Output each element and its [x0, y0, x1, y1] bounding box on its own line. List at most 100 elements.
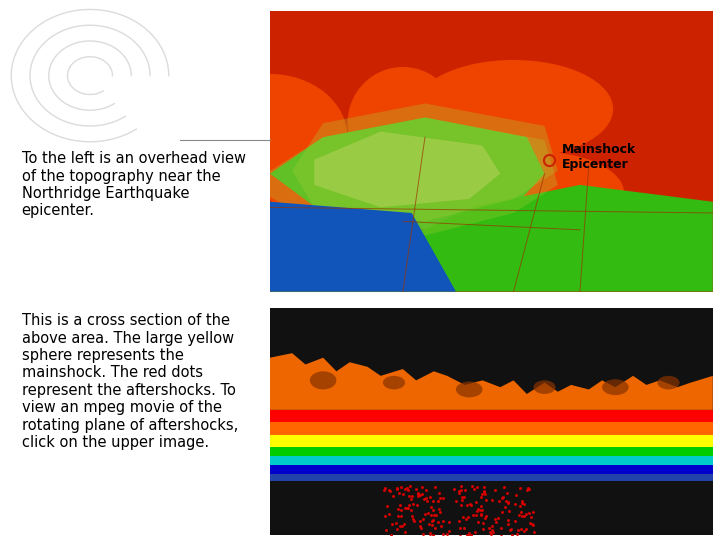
- Point: [523, 509, 534, 517]
- Point: [467, 511, 478, 519]
- Point: [480, 489, 491, 498]
- Point: [475, 492, 487, 501]
- Point: [420, 486, 432, 495]
- Point: [454, 517, 465, 525]
- Point: [408, 515, 419, 523]
- Bar: [270, 465, 713, 475]
- Point: [475, 509, 487, 518]
- Point: [415, 524, 426, 532]
- Bar: [270, 456, 713, 465]
- Point: [399, 504, 410, 513]
- Point: [392, 525, 403, 534]
- Point: [433, 496, 444, 505]
- Point: [415, 522, 426, 530]
- Point: [386, 520, 397, 529]
- Point: [433, 505, 445, 514]
- Bar: [270, 447, 713, 456]
- Point: [405, 495, 417, 503]
- Point: [525, 513, 536, 522]
- Point: [518, 499, 529, 508]
- Point: [492, 514, 503, 523]
- Point: [466, 501, 477, 510]
- Point: [379, 512, 391, 521]
- Point: [464, 529, 475, 537]
- Text: This is a cross section of the
above area. The large yellow
sphere represents th: This is a cross section of the above are…: [22, 313, 238, 450]
- Point: [408, 500, 419, 509]
- Point: [379, 484, 391, 492]
- Point: [380, 526, 392, 535]
- Point: [410, 484, 422, 493]
- Point: [397, 490, 408, 498]
- Point: [406, 511, 418, 520]
- Polygon shape: [314, 132, 500, 207]
- Point: [515, 483, 526, 492]
- Point: [401, 483, 413, 492]
- Point: [479, 514, 490, 522]
- Point: [428, 531, 439, 539]
- Point: [489, 486, 500, 495]
- Point: [485, 528, 496, 536]
- Point: [513, 511, 525, 519]
- Point: [444, 517, 455, 526]
- Point: [521, 532, 533, 540]
- Point: [392, 484, 403, 492]
- Point: [511, 529, 523, 538]
- Point: [485, 530, 497, 538]
- Polygon shape: [270, 353, 713, 410]
- Point: [393, 489, 405, 497]
- Point: [423, 509, 434, 517]
- Point: [477, 519, 489, 528]
- Point: [518, 511, 530, 520]
- Point: [378, 485, 390, 494]
- Point: [423, 519, 434, 528]
- Point: [426, 521, 437, 529]
- Point: [448, 485, 459, 494]
- Point: [457, 512, 469, 521]
- Point: [402, 485, 414, 494]
- Point: [415, 490, 426, 499]
- Point: [469, 528, 480, 536]
- Point: [415, 490, 427, 498]
- Point: [392, 535, 403, 540]
- Point: [422, 536, 433, 540]
- Point: [419, 510, 431, 518]
- Point: [462, 530, 473, 539]
- Point: [402, 503, 413, 512]
- Point: [516, 512, 528, 521]
- Point: [527, 508, 539, 516]
- Point: [518, 526, 530, 535]
- Point: [426, 503, 437, 511]
- Point: [516, 496, 528, 505]
- Point: [431, 533, 443, 540]
- Point: [384, 486, 396, 495]
- Point: [434, 494, 446, 503]
- Point: [383, 485, 395, 494]
- Point: [515, 524, 526, 533]
- Point: [510, 490, 522, 499]
- Point: [458, 523, 469, 532]
- Point: [516, 498, 528, 507]
- Point: [437, 493, 449, 502]
- Point: [476, 489, 487, 498]
- Point: [517, 539, 528, 540]
- Point: [394, 501, 405, 510]
- Polygon shape: [270, 185, 713, 292]
- Point: [427, 538, 438, 540]
- Point: [454, 487, 465, 496]
- Point: [477, 505, 488, 514]
- Polygon shape: [270, 202, 456, 292]
- Point: [400, 527, 411, 536]
- Point: [433, 489, 444, 498]
- Point: [515, 501, 526, 510]
- Point: [472, 483, 483, 491]
- Point: [424, 529, 436, 537]
- Ellipse shape: [383, 376, 405, 389]
- Point: [435, 508, 446, 516]
- Point: [511, 535, 523, 540]
- Point: [404, 482, 415, 491]
- Point: [413, 489, 424, 498]
- Point: [486, 522, 498, 530]
- Point: [404, 501, 415, 509]
- Point: [460, 515, 472, 523]
- Ellipse shape: [657, 376, 680, 389]
